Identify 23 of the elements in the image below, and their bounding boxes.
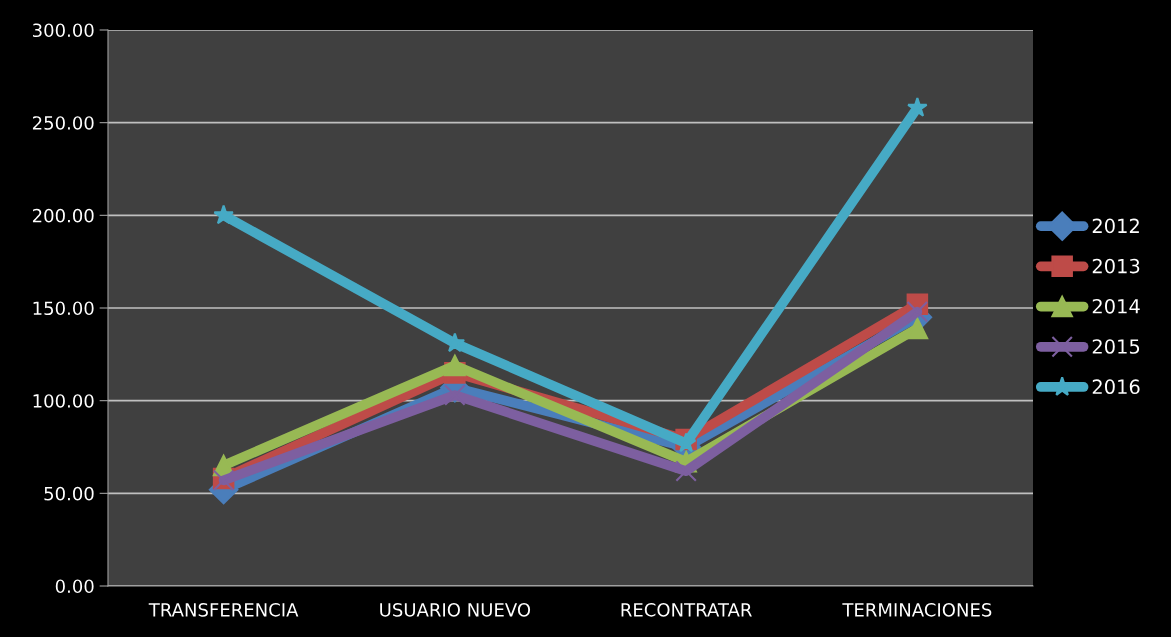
y-tick-label: 100.00 bbox=[33, 394, 94, 408]
point bbox=[444, 354, 466, 377]
legend-label: 2012 bbox=[1092, 218, 1139, 234]
x-tick-label: RECONTRATAR bbox=[621, 602, 752, 617]
y-tick-label: 200.00 bbox=[32, 208, 94, 223]
y-tick-label: 0.00 bbox=[55, 579, 94, 594]
x-tick-label: TERMINACIONES bbox=[842, 602, 992, 617]
point bbox=[675, 460, 697, 482]
y-tick-label: 50.00 bbox=[44, 486, 94, 501]
legend-label: 2016 bbox=[1092, 379, 1140, 395]
point bbox=[907, 97, 928, 117]
legend-label: 2013 bbox=[1092, 258, 1140, 274]
point bbox=[906, 317, 929, 340]
legend-label: 2014 bbox=[1092, 298, 1140, 314]
y-tick-label: 300.00 bbox=[33, 23, 94, 38]
y-tick-label: 150.00 bbox=[33, 301, 94, 316]
point bbox=[444, 384, 466, 406]
legend-label: 2015 bbox=[1092, 339, 1140, 354]
point bbox=[213, 204, 234, 225]
x-tick-label: TRANSFERENCIA bbox=[148, 602, 299, 617]
x-tick-label: USUARIO NUEVO bbox=[380, 602, 531, 617]
y-tick-label: 250.00 bbox=[32, 116, 94, 130]
point bbox=[906, 300, 929, 323]
